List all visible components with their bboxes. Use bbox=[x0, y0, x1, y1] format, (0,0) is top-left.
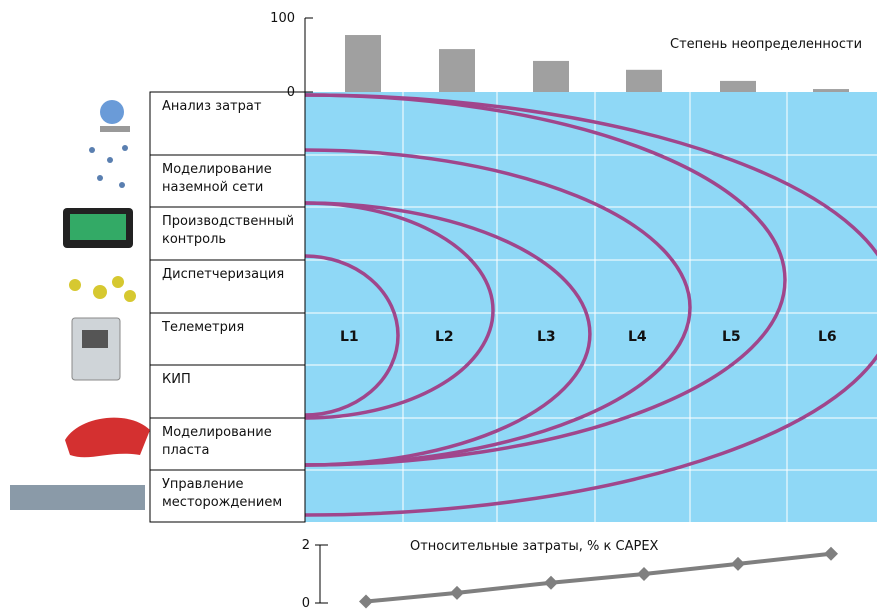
bar bbox=[720, 80, 756, 92]
row-label: пласта bbox=[162, 443, 209, 458]
row-label: Управление bbox=[162, 477, 244, 492]
cost-marker bbox=[637, 567, 651, 581]
bar bbox=[439, 49, 475, 92]
bar bbox=[345, 35, 381, 92]
row-label: Моделирование bbox=[162, 162, 272, 177]
row-label: месторождением bbox=[162, 495, 282, 510]
cost-marker bbox=[450, 585, 464, 600]
level-labels: L1 L2 L3 L4 L5 L6 bbox=[340, 329, 837, 345]
cost-marker bbox=[731, 556, 745, 571]
level-label: L4 bbox=[628, 329, 647, 345]
cost-marker bbox=[544, 575, 558, 590]
level-label: L3 bbox=[537, 329, 556, 345]
row-label: наземной сети bbox=[162, 180, 263, 195]
icons bbox=[10, 100, 150, 510]
cost-line bbox=[365, 551, 832, 604]
level-label: L2 bbox=[435, 329, 454, 345]
grid bbox=[305, 92, 877, 522]
row-label: КИП bbox=[162, 372, 191, 387]
row-label: Производственный bbox=[162, 214, 294, 229]
row-label: Диспетчеризация bbox=[162, 267, 284, 282]
bar bbox=[813, 89, 849, 92]
y-tick-label: 2 bbox=[302, 538, 310, 553]
y-tick-label: 0 bbox=[287, 85, 295, 100]
level-label: L1 bbox=[340, 329, 359, 345]
cost-marker bbox=[824, 546, 838, 561]
row-label: Анализ затрат bbox=[162, 99, 262, 114]
level-arcs bbox=[304, 93, 877, 517]
row-table bbox=[149, 91, 306, 523]
chart-title: Степень неопределенности bbox=[670, 37, 862, 52]
y-axis bbox=[315, 544, 321, 604]
bar bbox=[533, 60, 569, 92]
y-tick-label: 0 bbox=[302, 596, 310, 609]
row-label: Моделирование bbox=[162, 425, 272, 440]
charts: Степень неопределенности 0 100 Относительны… bbox=[270, 11, 862, 611]
cost-marker bbox=[359, 594, 373, 609]
chart-title: Относительные затраты, % к CAPEX bbox=[410, 539, 659, 554]
y-tick-label: 100 bbox=[270, 11, 295, 26]
level-label: L5 bbox=[722, 329, 741, 345]
level-label: L6 bbox=[818, 329, 837, 345]
row-label: Телеметрия bbox=[161, 320, 244, 335]
bar bbox=[626, 69, 662, 92]
row-label: контроль bbox=[162, 232, 226, 247]
